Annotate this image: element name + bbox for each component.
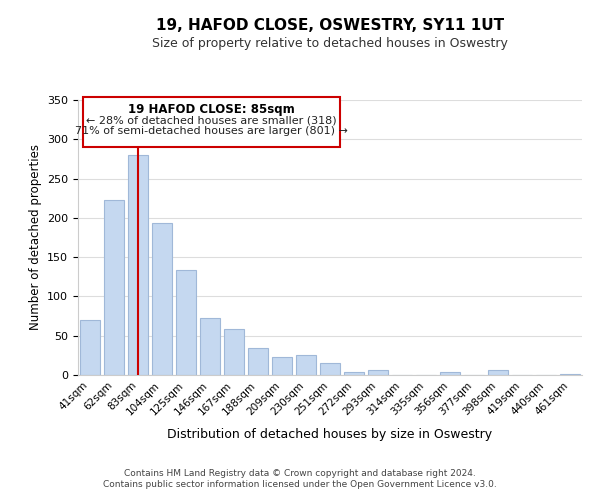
Bar [248,348,268,375]
Bar [152,224,172,375]
FancyBboxPatch shape [83,97,340,147]
Text: Size of property relative to detached houses in Oswestry: Size of property relative to detached ho… [152,38,508,51]
Text: Contains public sector information licensed under the Open Government Licence v3: Contains public sector information licen… [103,480,497,489]
X-axis label: Distribution of detached houses by size in Oswestry: Distribution of detached houses by size … [167,428,493,441]
Bar [368,370,388,375]
Text: ← 28% of detached houses are smaller (318): ← 28% of detached houses are smaller (31… [86,115,337,125]
Y-axis label: Number of detached properties: Number of detached properties [29,144,41,330]
Bar [224,330,244,375]
Bar [80,320,100,375]
Bar [128,155,148,375]
Bar [344,372,364,375]
Bar [296,356,316,375]
Bar [200,318,220,375]
Text: 19 HAFOD CLOSE: 85sqm: 19 HAFOD CLOSE: 85sqm [128,103,295,116]
Text: Contains HM Land Registry data © Crown copyright and database right 2024.: Contains HM Land Registry data © Crown c… [124,468,476,477]
Bar [320,363,340,375]
Bar [272,357,292,375]
Text: 19, HAFOD CLOSE, OSWESTRY, SY11 1UT: 19, HAFOD CLOSE, OSWESTRY, SY11 1UT [156,18,504,32]
Bar [488,370,508,375]
Text: 71% of semi-detached houses are larger (801) →: 71% of semi-detached houses are larger (… [75,126,348,136]
Bar [176,270,196,375]
Bar [440,372,460,375]
Bar [104,200,124,375]
Bar [560,374,580,375]
